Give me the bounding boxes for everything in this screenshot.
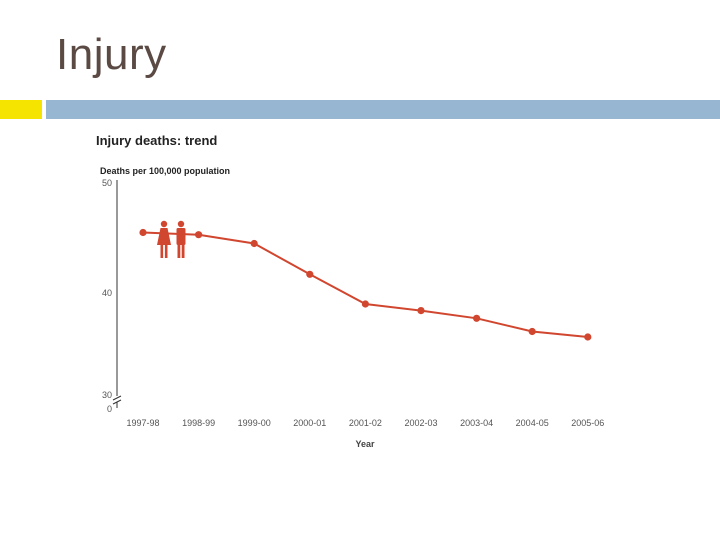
accent-bar-yellow <box>0 100 42 119</box>
data-point <box>473 314 481 322</box>
data-point <box>250 239 258 248</box>
data-point <box>584 333 592 341</box>
axis-break-icon <box>112 395 122 405</box>
data-point <box>306 270 314 278</box>
slide-title: Injury <box>56 30 167 79</box>
x-tick-label: 2002-03 <box>404 418 437 428</box>
y-axis-label: Deaths per 100,000 population <box>100 166 230 176</box>
y-tick-label: 50 <box>102 178 112 188</box>
data-point <box>528 327 536 336</box>
chart-title: Injury deaths: trend <box>96 133 217 148</box>
y-tick-label: 0 <box>107 404 112 414</box>
x-tick-label: 2000-01 <box>293 418 326 428</box>
series-line <box>142 231 588 338</box>
y-tick-label: 40 <box>102 288 112 298</box>
x-tick-label: 1998-99 <box>182 418 215 428</box>
data-point <box>361 300 369 308</box>
x-tick-label: 2004-05 <box>516 418 549 428</box>
x-tick-label: 2005-06 <box>571 418 604 428</box>
y-axis <box>112 180 122 408</box>
legend-icon <box>157 220 186 258</box>
data-point <box>195 231 203 239</box>
x-tick-label: 1999-00 <box>238 418 271 428</box>
series-layer <box>139 228 592 341</box>
x-axis-label: Year <box>355 439 375 449</box>
data-point <box>139 228 147 237</box>
y-tick-label: 30 <box>102 390 112 400</box>
accent-bar-blue <box>46 100 720 119</box>
x-tick-label: 1997-98 <box>126 418 159 428</box>
x-tick-label: 2001-02 <box>349 418 382 428</box>
male-icon <box>176 220 186 258</box>
x-tick-label: 2003-04 <box>460 418 493 428</box>
y-tick-labels: 0 30 40 50 <box>102 178 112 414</box>
female-icon <box>157 220 171 258</box>
x-tick-labels: 1997-98 1998-99 1999-00 2000-01 2001-02 2002-… <box>126 418 604 428</box>
data-point <box>417 307 425 315</box>
